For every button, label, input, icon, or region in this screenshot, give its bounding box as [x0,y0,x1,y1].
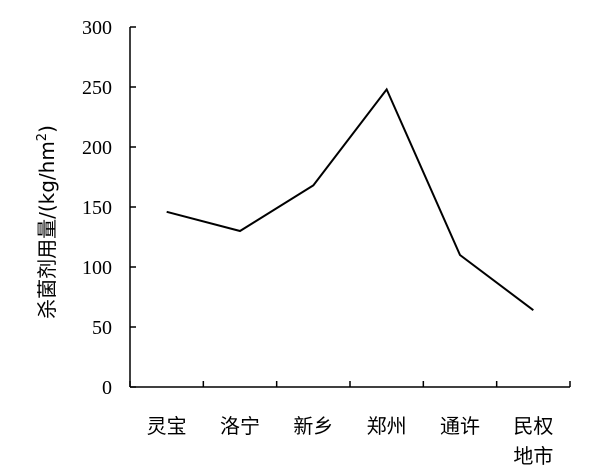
x-category-label: 灵宝 [147,414,187,438]
y-axis-title-close: ) [35,125,59,133]
x-category-label: 地市 [513,444,553,468]
y-axis-ticks: 0 50 100 150 200 250 300 [82,17,136,399]
y-axis-title-main: 杀菌剂用量/(kg/hm [35,141,59,319]
x-category-label: 新乡 [293,414,333,438]
x-category-label: 民权 [513,414,553,438]
x-category-label: 郑州 [367,414,407,438]
y-tick-label: 50 [92,317,112,339]
x-category-label: 通许 [440,414,480,438]
series-line [166,87,534,311]
y-tick-label: 300 [82,17,112,39]
y-tick-label: 150 [82,197,112,219]
x-category-label: 洛宁 [220,414,260,438]
y-axis-title: 杀菌剂用量/(kg/hm2) [35,125,59,319]
y-tick-label: 100 [82,257,112,279]
y-axis-title-superscript: 2 [35,133,50,141]
y-tick-label: 250 [82,77,112,99]
y-tick-label: 0 [102,377,112,399]
y-tick-label: 200 [82,137,112,159]
svg-text:杀菌剂用量/(kg/hm2): 杀菌剂用量/(kg/hm2) [35,125,59,319]
